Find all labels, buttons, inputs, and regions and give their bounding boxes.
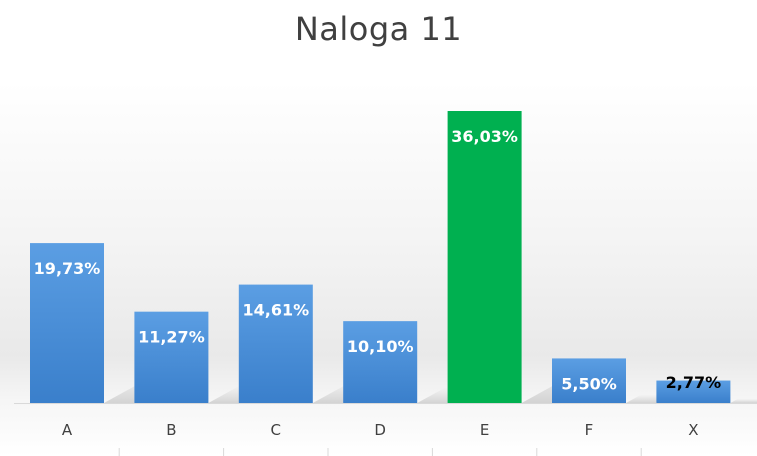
- x-tick-label-b: B: [166, 421, 176, 439]
- data-label-e: 36,03%: [451, 127, 518, 146]
- x-tick-label-x: X: [688, 421, 698, 439]
- data-label-b: 11,27%: [138, 328, 205, 347]
- x-tick-label-d: D: [374, 421, 386, 439]
- bar-d: [343, 321, 418, 403]
- x-tick-label-f: F: [585, 421, 594, 439]
- data-label-x: 2,77%: [666, 373, 722, 392]
- bar-shadow: [626, 394, 662, 403]
- data-label-c: 14,61%: [242, 301, 309, 320]
- data-label-a: 19,73%: [34, 259, 101, 278]
- bar-b: [134, 311, 209, 403]
- bar-shadow: [730, 398, 757, 403]
- data-label-f: 5,50%: [561, 374, 617, 393]
- data-label-d: 10,10%: [347, 337, 414, 356]
- bar-f: [552, 358, 626, 403]
- bar-x: [656, 380, 731, 403]
- x-tick-label-c: C: [271, 421, 281, 439]
- bar-e: [447, 111, 522, 403]
- x-tick-label-a: A: [62, 421, 73, 439]
- chart-title: Naloga 11: [294, 10, 463, 48]
- bar-a: [30, 243, 104, 403]
- bar-c: [238, 284, 313, 403]
- x-tick-label-e: E: [480, 421, 489, 439]
